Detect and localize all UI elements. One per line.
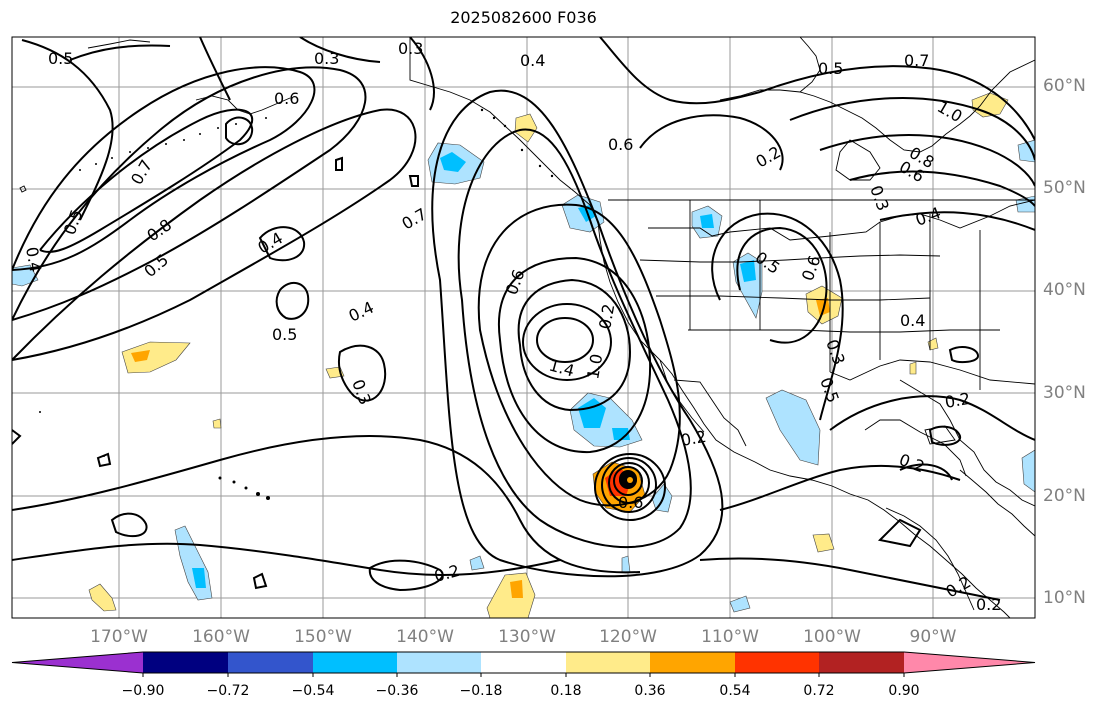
shade-positive: [486, 572, 536, 618]
lon-label: 100°W: [803, 627, 861, 647]
contour-label: 0.4: [520, 51, 545, 70]
contour-label: 0.5: [272, 325, 297, 344]
shade-positive: [514, 113, 538, 143]
contour-label: 0.6: [274, 89, 299, 108]
shade-negative: [700, 214, 714, 228]
colorbar-segment: [566, 652, 650, 673]
contour-label: 0.2: [976, 595, 1001, 614]
colorbar-tick-label: −0.72: [206, 683, 250, 699]
contour-label: 0.7: [904, 51, 929, 70]
colorbar-tick-label: −0.54: [291, 683, 335, 699]
colorbar-extend-max: [904, 652, 1035, 673]
shade-negative: [440, 152, 466, 172]
colorbar-tick-label: 0.18: [550, 683, 582, 699]
contour-label: 0.4: [900, 311, 925, 330]
colorbar-tick-label: 0.72: [803, 683, 835, 699]
colorbar-segment: [228, 652, 313, 673]
shade-positive: [131, 350, 150, 362]
colorbar-tick-label: 0.36: [634, 683, 666, 699]
colorbar-extend-min: [12, 652, 143, 673]
contour-label: 0.5: [48, 49, 73, 68]
contour-label: 0.3: [398, 39, 423, 58]
contour-label: 0.6: [618, 493, 643, 512]
cyclone-core-center: [627, 477, 633, 483]
contour-label: 0.2: [679, 427, 707, 450]
shade-negative: [651, 483, 673, 513]
map-title: 2025082600 F036: [450, 8, 597, 27]
colorbar-segment: [397, 652, 481, 673]
colorbar: [11, 651, 1036, 677]
lat-label: 10°N: [1043, 588, 1086, 608]
colorbar-segment: [819, 652, 904, 673]
shade-negative: [765, 389, 821, 466]
lat-label: 20°N: [1043, 486, 1086, 506]
shade-positive: [212, 418, 222, 429]
shaded-regions: [12, 92, 1035, 618]
colorbar-segment: [481, 652, 566, 673]
lat-label: 60°N: [1043, 76, 1086, 96]
map-frame: [11, 36, 1036, 619]
colorbar-tick-label: −0.90: [121, 683, 165, 699]
colorbar-segment: [650, 652, 735, 673]
lon-label: 140°W: [396, 627, 454, 647]
lat-label: 40°N: [1043, 280, 1086, 300]
shade-negative: [740, 260, 756, 282]
colorbar-tick-label: 0.54: [719, 683, 751, 699]
shade-negative: [1021, 449, 1035, 493]
contour-label: 0.3: [314, 49, 339, 68]
colorbar-tick-label: −0.36: [375, 683, 419, 699]
shade-positive: [510, 580, 523, 598]
contour-label: 0.6: [608, 135, 633, 154]
shade-positive: [121, 341, 191, 374]
contour-label: 0.2: [595, 302, 618, 330]
colorbar-segment: [143, 652, 228, 673]
shade-negative: [1017, 139, 1035, 163]
contour-label: 0.2: [943, 389, 971, 412]
shade-positive: [812, 533, 835, 553]
shade-positive: [88, 583, 117, 612]
contour-label: 0.5: [818, 59, 843, 78]
shade-positive: [927, 337, 939, 351]
colorbar-segment: [735, 652, 819, 673]
shade-negative: [729, 595, 751, 613]
colorbar-tick-label: −0.18: [459, 683, 503, 699]
lon-label: 120°W: [599, 627, 657, 647]
shade-negative: [469, 555, 485, 571]
shade-negative: [192, 568, 206, 588]
colorbar-tick-label: 0.90: [888, 683, 920, 699]
contour-label: 0.4: [22, 245, 45, 273]
lat-label: 50°N: [1043, 178, 1086, 198]
lon-label: 170°W: [90, 627, 148, 647]
lon-label: 110°W: [701, 627, 759, 647]
colorbar-segment: [313, 652, 397, 673]
lon-label: 160°W: [192, 627, 250, 647]
lon-label: 130°W: [498, 627, 556, 647]
contour-label: 1.0: [583, 352, 606, 380]
lat-label: 30°N: [1043, 383, 1086, 403]
islands: [39, 108, 554, 500]
contour-lines: [12, 37, 1035, 601]
shade-positive: [909, 361, 917, 375]
lon-label: 90°W: [909, 627, 957, 647]
lon-label: 150°W: [294, 627, 352, 647]
